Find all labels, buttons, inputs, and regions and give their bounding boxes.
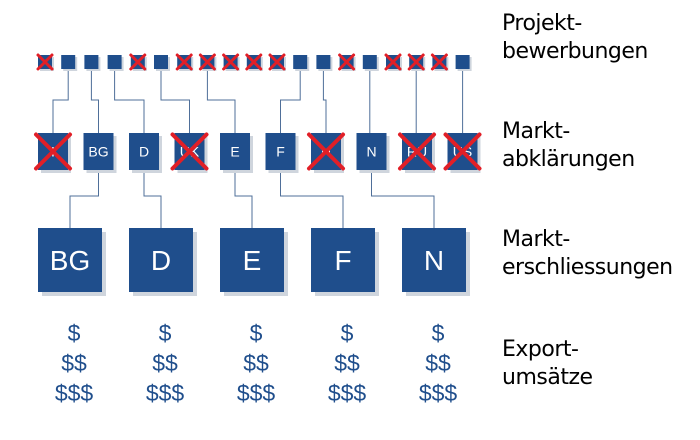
rejected-cross-icon bbox=[338, 53, 356, 71]
rejected-cross-icon bbox=[222, 53, 240, 71]
rejected-cross-icon bbox=[175, 53, 193, 71]
market-clarification-box bbox=[83, 133, 114, 170]
connectors bbox=[52, 69, 464, 228]
market-clarifications-row: IBGDUKEFHNRUUS bbox=[34, 132, 482, 173]
connector-line bbox=[206, 69, 236, 133]
revenue-level-2: $$ bbox=[425, 350, 451, 376]
rejected-cross-icon bbox=[129, 53, 147, 71]
market-development-label: BG bbox=[50, 245, 90, 276]
rejected-cross-icon bbox=[398, 132, 436, 171]
connector-line bbox=[280, 69, 301, 133]
revenue-level-2: $$ bbox=[61, 350, 87, 376]
project-application-square bbox=[316, 55, 331, 69]
connector-line bbox=[160, 69, 190, 133]
rejected-cross-icon bbox=[36, 53, 54, 71]
label-line: Markt- bbox=[502, 119, 570, 144]
revenue-level-2: $$ bbox=[334, 350, 360, 376]
label-market-developments: Markt- erschliessungen bbox=[502, 226, 673, 282]
revenue-level-1: $ bbox=[249, 320, 263, 346]
market-development-label: F bbox=[334, 245, 351, 276]
revenue-level-1: $ bbox=[340, 320, 354, 346]
market-development-box bbox=[129, 228, 193, 292]
connector-line bbox=[143, 170, 162, 228]
market-clarification-label: D bbox=[139, 144, 149, 160]
rejected-cross-icon bbox=[443, 132, 482, 171]
rejected-cross-icon bbox=[307, 132, 345, 171]
revenue-column-bg: $ $$ $$$ bbox=[34, 318, 114, 408]
rejected-cross-icon bbox=[245, 53, 263, 71]
label-export-revenue: Export- umsätze bbox=[502, 336, 593, 392]
rejected-cross-icon bbox=[34, 132, 72, 171]
project-application-square bbox=[84, 55, 99, 69]
revenue-level-2: $$ bbox=[243, 350, 269, 376]
rejected-cross-icon bbox=[430, 53, 448, 71]
market-clarification-label: BG bbox=[88, 144, 108, 160]
market-clarification-box bbox=[265, 133, 296, 170]
label-line: umsätze bbox=[502, 365, 593, 390]
connector-line bbox=[52, 69, 69, 133]
label-line: Markt- bbox=[502, 227, 570, 252]
project-applications-row bbox=[36, 53, 472, 71]
market-clarification-label: N bbox=[366, 144, 376, 160]
market-clarification-box bbox=[356, 133, 387, 170]
revenue-level-1: $ bbox=[431, 320, 445, 346]
revenue-level-1: $ bbox=[158, 320, 172, 346]
rejected-cross-icon bbox=[384, 53, 402, 71]
connector-line bbox=[114, 69, 145, 133]
revenue-level-3: $$$ bbox=[54, 380, 94, 406]
revenue-column-e: $ $$ $$$ bbox=[216, 318, 296, 408]
connector-line bbox=[371, 170, 435, 228]
market-development-label: D bbox=[151, 245, 171, 276]
connector-line bbox=[280, 170, 344, 228]
revenue-column-n: $ $$ $$$ bbox=[398, 318, 478, 408]
rejected-cross-icon bbox=[198, 53, 216, 71]
revenue-level-3: $$$ bbox=[327, 380, 367, 406]
connector-line bbox=[234, 170, 253, 228]
connector-line bbox=[322, 69, 327, 133]
revenue-level-1: $ bbox=[67, 320, 81, 346]
label-market-clarifications: Markt- abklärungen bbox=[502, 118, 635, 174]
label-line: Projekt- bbox=[502, 11, 582, 36]
revenue-level-3: $$$ bbox=[418, 380, 458, 406]
revenue-column-d: $ $$ $$$ bbox=[125, 318, 205, 408]
market-clarification-box bbox=[220, 133, 250, 170]
market-development-box bbox=[311, 228, 375, 292]
market-clarification-label: E bbox=[230, 144, 239, 160]
label-line: bewerbungen bbox=[502, 39, 648, 64]
connector-line bbox=[69, 170, 99, 228]
project-application-square bbox=[61, 55, 76, 69]
market-development-box bbox=[220, 228, 284, 292]
revenue-level-3: $$$ bbox=[236, 380, 276, 406]
market-development-box bbox=[402, 228, 466, 292]
market-clarification-label: F bbox=[276, 144, 285, 160]
market-developments-row: BG D E F N bbox=[38, 228, 470, 296]
rejected-cross-icon bbox=[407, 53, 425, 71]
rejected-cross-icon bbox=[268, 53, 286, 71]
label-line: abklärungen bbox=[502, 147, 635, 172]
project-application-square bbox=[362, 55, 377, 69]
market-clarification-box bbox=[129, 133, 159, 170]
revenue-level-3: $$$ bbox=[145, 380, 185, 406]
market-development-box bbox=[38, 228, 102, 292]
market-development-label: N bbox=[424, 245, 444, 276]
connector-line bbox=[90, 69, 99, 133]
revenue-level-2: $$ bbox=[152, 350, 178, 376]
project-application-square bbox=[107, 55, 122, 69]
market-development-label: E bbox=[243, 245, 262, 276]
rejected-cross-icon bbox=[170, 132, 209, 171]
label-line: Export- bbox=[502, 337, 579, 362]
project-application-square bbox=[154, 55, 168, 69]
label-line: erschliessungen bbox=[502, 255, 673, 280]
label-project-applications: Projekt- bewerbungen bbox=[502, 10, 648, 66]
project-application-square bbox=[455, 55, 470, 69]
revenue-column-f: $ $$ $$$ bbox=[307, 318, 387, 408]
project-application-square bbox=[293, 55, 308, 69]
